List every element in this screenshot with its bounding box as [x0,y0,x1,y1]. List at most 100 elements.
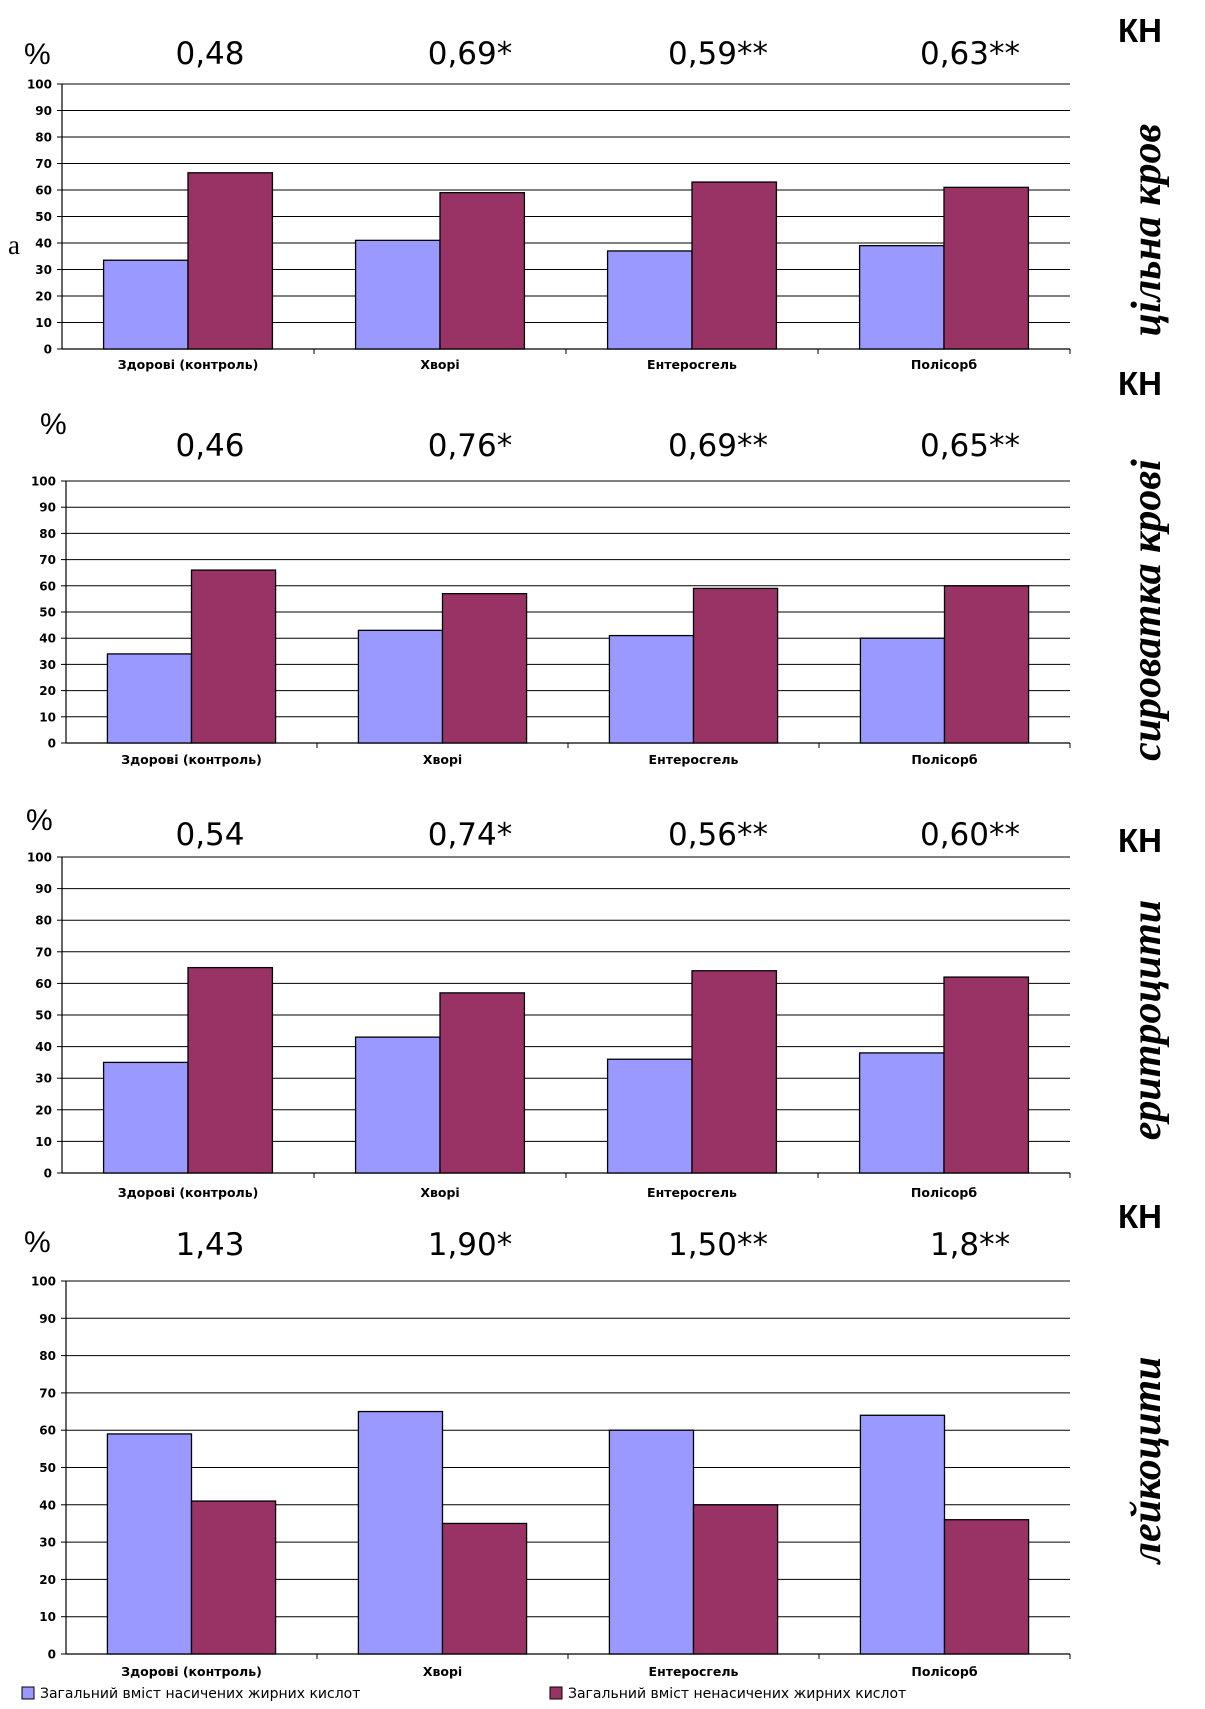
bar [692,587,779,744]
y-tick-label: 50 [39,1461,56,1475]
y-tick-label: 60 [35,184,52,198]
category-label: Хворі [420,1185,459,1200]
percent-label: % [24,38,51,71]
y-tick-label: 40 [39,1498,56,1512]
category-label: Полісорб [911,752,977,767]
y-tick-label: 10 [39,710,56,724]
bar [608,634,695,744]
y-tick-label: 50 [35,1009,52,1023]
bar [106,1433,193,1655]
y-tick-label: 80 [35,914,52,928]
bar [439,191,526,350]
y-tick-label: 60 [39,1424,56,1438]
chart-panel-3: 0 10 20 30 40 50 60 70 80 90 100 Здорові (контроль)… [26,804,1170,1200]
kn-value: 0,46 [175,428,244,464]
bar [187,966,274,1174]
y-tick-label: 90 [39,1312,56,1326]
percent-label: % [40,408,67,441]
category-label: Ентеросгель [647,1185,737,1200]
category-label: Полісорб [911,1185,977,1200]
y-tick-label: 70 [39,1386,56,1400]
kn-title: КН [1118,12,1162,49]
y-tick-label: 30 [35,1072,52,1086]
category-label: Полісорб [911,1664,977,1679]
bar [190,1500,277,1655]
kn-title: КН [1118,1198,1162,1235]
bar [692,1504,779,1655]
kn-value: 0,69* [428,36,513,72]
chart-panel-4: 0 10 20 30 40 50 60 70 80 90 100 Здорові (контроль)… [24,1198,1170,1679]
y-tick-label: 60 [39,579,56,593]
kn-value: 1,8** [930,1227,1010,1263]
side-label: лейкоцити [1124,1357,1170,1566]
side-label: сироватка крові [1124,459,1170,761]
category-label: Ентеросгель [649,752,739,767]
bar [190,569,277,744]
y-tick-label: 50 [39,606,56,620]
percent-label: % [26,804,53,837]
chart-panel-1: 0 10 20 30 40 50 60 70 80 90 100 Здорові (контроль)… [8,12,1170,372]
y-tick-label: 50 [35,210,52,224]
kn-value: 0,76* [428,428,513,464]
kn-value: 0,60** [920,817,1020,853]
y-tick-label: 90 [35,104,52,118]
legend-swatch [549,1686,563,1700]
y-tick-label: 70 [39,553,56,567]
category-label: Хворі [423,1664,462,1679]
bar [441,1522,528,1655]
bar [859,637,946,744]
y-tick-label: 100 [27,851,52,865]
kn-title: КН [1118,822,1162,859]
category-label: Хворі [423,752,462,767]
kn-value: 0,69** [668,428,768,464]
y-tick-label: 20 [39,1573,56,1587]
kn-value: 1,90* [428,1227,513,1263]
bar [357,1410,444,1655]
bar [606,1058,693,1174]
legend-swatch [21,1686,35,1700]
category-label: Ентеросгель [647,357,737,372]
y-tick-label: 60 [35,977,52,991]
category-label: Здорові (контроль) [121,752,262,767]
y-tick-label: 40 [35,237,52,251]
bar [441,593,528,744]
y-tick-label: 0 [44,343,52,357]
kn-title: КН [1118,365,1162,402]
y-tick-label: 30 [39,658,56,672]
y-tick-label: 40 [35,1040,52,1054]
kn-value: 1,50** [668,1227,768,1263]
legend-item: Загальний вміст насичених жирних кислот [40,1686,360,1702]
y-tick-label: 70 [35,157,52,171]
y-tick-label: 20 [35,1103,52,1117]
bar [691,970,778,1174]
y-tick-label: 10 [35,316,52,330]
category-label: Полісорб [911,357,977,372]
bar [943,1519,1030,1655]
kn-value: 1,43 [175,1227,244,1263]
category-label: Здорові (контроль) [121,1664,262,1679]
y-tick-label: 100 [31,1275,56,1289]
y-tick-label: 0 [44,1167,52,1181]
bar [943,976,1030,1174]
y-tick-label: 90 [39,501,56,515]
y-tick-label: 70 [35,945,52,959]
bar [102,1061,189,1174]
kn-value: 0,54 [175,817,244,853]
bar [187,172,274,350]
stray-label: а [8,230,20,260]
category-label: Хворі [420,357,459,372]
bar [608,1429,695,1655]
kn-value: 0,56** [668,817,768,853]
y-tick-label: 80 [39,1349,56,1363]
y-tick-label: 30 [35,263,52,277]
category-label: Здорові (контроль) [118,357,259,372]
y-tick-label: 80 [35,131,52,145]
bar [606,250,693,350]
category-label: Ентеросгель [649,1664,739,1679]
y-tick-label: 30 [39,1536,56,1550]
kn-value: 0,59** [668,36,768,72]
bar [859,1414,946,1655]
legend: Загальний вміст насичених жирних кислот З… [21,1686,906,1702]
y-tick-label: 20 [35,290,52,304]
